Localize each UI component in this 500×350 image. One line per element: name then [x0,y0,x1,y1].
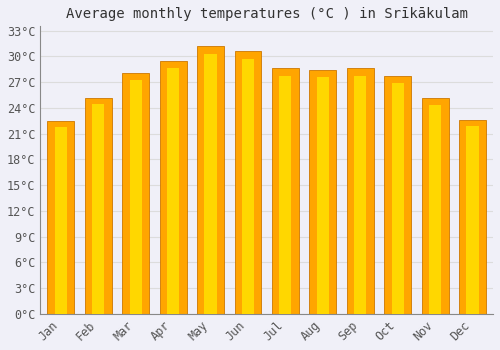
Bar [55,126,67,314]
Bar [429,105,441,314]
Title: Average monthly temperatures (°C ) in Srīkākulam: Average monthly temperatures (°C ) in Sr… [66,7,468,21]
Bar [167,68,179,314]
Bar [422,98,448,314]
Bar [92,104,104,314]
Bar [310,70,336,314]
Bar [459,120,486,314]
Bar [160,61,186,314]
Bar [204,54,216,314]
Bar [197,46,224,314]
Bar [354,76,366,314]
Bar [85,98,112,314]
Bar [280,76,291,314]
Bar [316,77,329,314]
Bar [466,126,478,314]
Bar [392,83,404,314]
Bar [48,121,74,314]
Bar [272,68,299,314]
Bar [234,51,262,314]
Bar [242,59,254,314]
Bar [384,76,411,314]
Bar [122,73,149,314]
Bar [130,80,142,314]
Bar [347,68,374,314]
